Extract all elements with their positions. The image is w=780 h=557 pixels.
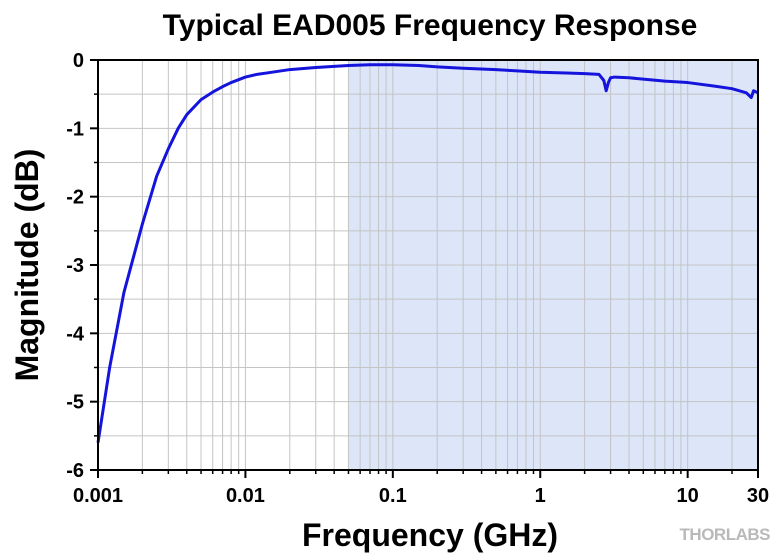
x-tick-labels: 0.001 0.01 0.1 1 10 30	[73, 485, 769, 507]
grid-lines	[97, 59, 759, 471]
y-tick-label: -4	[66, 323, 85, 345]
series-line	[96, 63, 759, 443]
x-tick-label: 30	[747, 485, 769, 507]
y-tick-label: 0	[73, 50, 84, 72]
x-tick-label: 1	[535, 485, 546, 507]
y-tick-label: -5	[66, 392, 84, 414]
x-tick-label: 0.001	[73, 485, 123, 507]
data-series	[96, 63, 759, 443]
x-tick-label: 0.1	[379, 485, 407, 507]
thorlabs-logo: THORLABS	[680, 525, 771, 544]
y-tick-labels: 0 -1 -2 -3 -4 -5 -6	[66, 50, 85, 482]
y-tick-label: -1	[66, 118, 84, 140]
y-axis-label: Magnitude (dB)	[9, 149, 45, 382]
x-tick-label: 10	[677, 485, 699, 507]
chart-title: Typical EAD005 Frequency Response	[163, 9, 698, 42]
y-tick-label: -6	[66, 460, 84, 482]
axis-ticks	[90, 59, 759, 478]
x-tick-label: 0.01	[226, 485, 265, 507]
x-axis-label: Frequency (GHz)	[302, 517, 558, 553]
y-tick-label: -3	[66, 255, 84, 277]
y-tick-label: -2	[66, 187, 84, 209]
